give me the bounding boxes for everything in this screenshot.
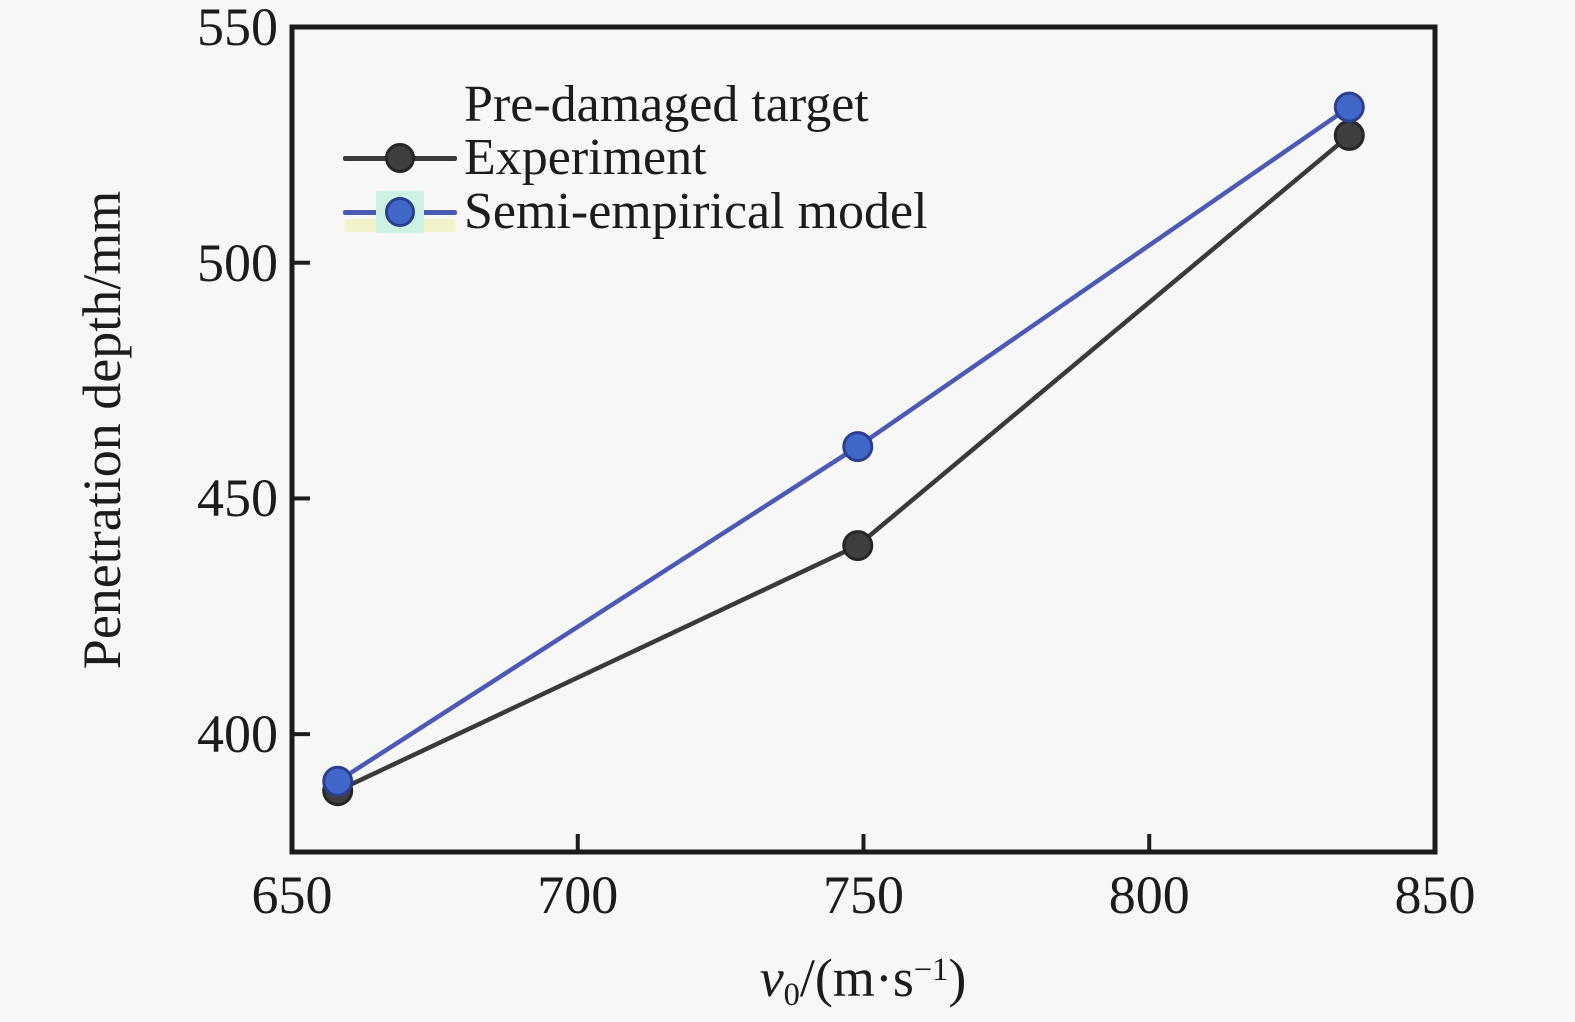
model-marker-icon: [385, 197, 415, 227]
model-line-sample: [343, 189, 457, 235]
x-axis-title: v0/(m·s−1): [759, 948, 967, 1011]
legend-entry-model: Semi-empirical model: [343, 182, 928, 242]
x-axis-variable: v: [759, 948, 784, 1008]
y-tick-label: 400: [197, 704, 278, 765]
model-data-point: [322, 765, 354, 797]
y-tick-label: 450: [197, 468, 278, 529]
legend-title: Pre-damaged target: [464, 76, 869, 133]
x-tick-label: 700: [537, 865, 619, 925]
x-axis-superscript: −1: [913, 951, 949, 988]
experiment-data-point: [842, 530, 874, 562]
y-tick-label: 500: [197, 232, 278, 293]
x-axis-unit-close: ): [948, 948, 967, 1008]
model-data-point: [842, 431, 874, 463]
x-axis-subscript: 0: [783, 977, 800, 1014]
x-tick-label: 650: [251, 865, 333, 925]
experiment-line-sample: [343, 135, 457, 181]
legend-label-model: Semi-empirical model: [464, 183, 928, 240]
x-tick-label: 750: [823, 865, 904, 925]
x-axis-unit-open: /(m·s: [799, 948, 914, 1008]
legend-entry-experiment: Experiment: [343, 128, 707, 188]
experiment-marker-icon: [385, 143, 415, 173]
x-tick-label: 850: [1394, 865, 1476, 925]
y-tick-label: 550: [197, 0, 278, 57]
model-data-point: [1333, 91, 1365, 123]
x-tick-label: 800: [1108, 865, 1190, 925]
legend-label-experiment: Experiment: [464, 129, 707, 186]
axes-frame: [289, 24, 1438, 855]
experiment-data-point: [1333, 119, 1365, 151]
